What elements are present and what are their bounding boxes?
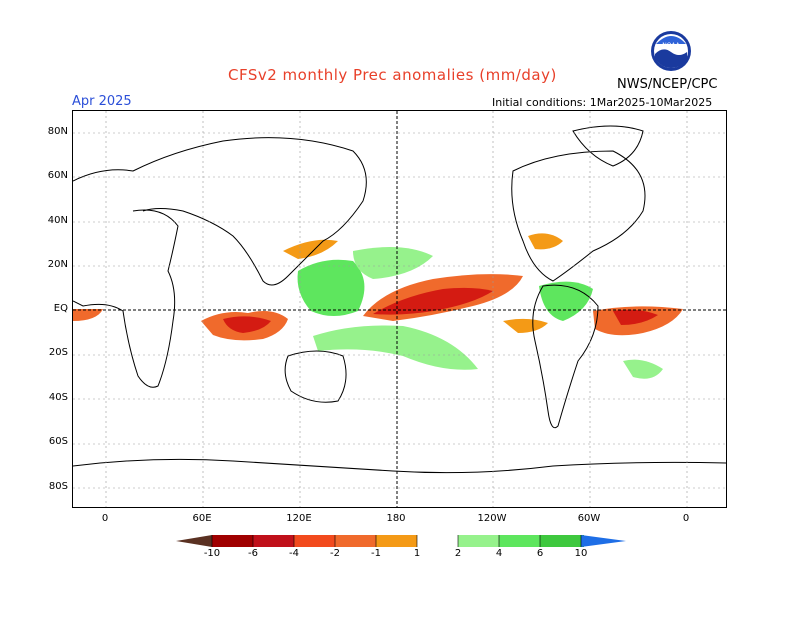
logo-text: NOAA: [662, 42, 680, 49]
colorbar-wet-extreme: [581, 535, 626, 547]
anomaly-fields: [73, 233, 683, 379]
noaa-logo: NOAA: [651, 31, 691, 71]
anomaly-wet-spcz: [313, 325, 478, 370]
chart-title: CFSv2 monthly Prec anomalies (mm/day): [228, 66, 557, 84]
colorbar-label-1: 1: [413, 548, 421, 559]
anomaly-wet-northern-south-america: [539, 281, 593, 321]
lon-label-0: 0: [101, 513, 109, 524]
lon-label-120w: 120W: [477, 513, 507, 524]
anomaly-dry-gulf-guinea: [73, 309, 103, 321]
lat-label-80n: 80N: [47, 126, 68, 137]
forecast-month-label: Apr 2025: [72, 94, 132, 109]
coastlines: [73, 125, 726, 474]
lat-label-40s: 40S: [48, 392, 68, 403]
anomaly-wet-south-atlantic: [623, 359, 663, 379]
lat-label-60s: 60S: [48, 436, 68, 447]
colorbar-label-minus1: -1: [371, 548, 381, 559]
colorbar-dry-extreme: [176, 535, 212, 547]
initial-conditions-label: Initial conditions: 1Mar2025-10Mar2025: [492, 96, 713, 109]
lat-label-40n: 40N: [47, 215, 68, 226]
anomaly-wet-west-pacific-light: [353, 247, 433, 279]
lat-lon-grid: [73, 111, 726, 507]
lat-label-20s: 20S: [48, 347, 68, 358]
lon-label-0-east: 0: [682, 513, 690, 524]
lon-label-60e: 60E: [192, 513, 212, 524]
lon-label-180: 180: [386, 513, 406, 524]
anomaly-wet-west-pacific: [297, 259, 365, 316]
precip-anomaly-map: [72, 110, 727, 508]
lat-label-80s: 80S: [48, 481, 68, 492]
anomaly-dry-indian-core: [223, 316, 271, 333]
map-canvas: [73, 111, 726, 507]
colorbar-label-4: 4: [495, 548, 503, 559]
anomaly-dry-atlantic-core: [613, 309, 658, 325]
lat-label-60n: 60N: [47, 170, 68, 181]
lat-label-eq: EQ: [53, 303, 68, 314]
colorbar-label-minus10: -10: [203, 548, 221, 559]
lat-label-20n: 20N: [47, 259, 68, 270]
colorbar-label-2: 2: [454, 548, 462, 559]
colorbar-label-minus2: -2: [330, 548, 340, 559]
colorbar: [176, 535, 626, 547]
anomaly-dry-central-pacific-core: [373, 287, 493, 315]
agency-label: NWS/NCEP/CPC: [617, 77, 718, 92]
colorbar-label-minus6: -6: [248, 548, 258, 559]
anomaly-dry-japan: [283, 239, 338, 259]
colorbar-label-minus4: -4: [289, 548, 299, 559]
anomaly-dry-north-america: [528, 233, 563, 250]
colorbar-label-10: 10: [574, 548, 588, 559]
anomaly-dry-east-pacific: [503, 318, 548, 333]
lon-label-120e: 120E: [286, 513, 312, 524]
lon-label-60w: 60W: [577, 513, 601, 524]
colorbar-label-6: 6: [536, 548, 544, 559]
